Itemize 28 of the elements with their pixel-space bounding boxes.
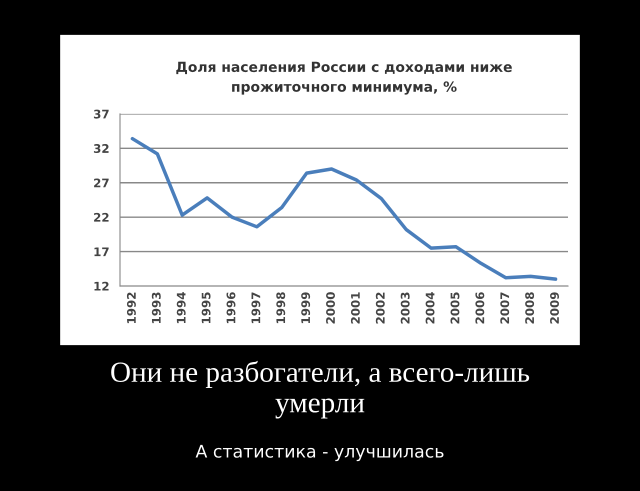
- x-tick-label: 1992: [126, 292, 136, 324]
- x-tick-label: 2007: [500, 292, 510, 324]
- x-tick-label: 1997: [251, 292, 260, 324]
- x-tick-label: 2006: [475, 292, 484, 324]
- x-tick-label: 2003: [400, 292, 410, 324]
- y-tick-label: 27: [94, 178, 109, 188]
- x-tick-label: 1998: [276, 292, 286, 324]
- x-tick-label: 1999: [301, 292, 310, 324]
- x-tick-label: 2005: [450, 292, 460, 324]
- text: Они не разбогатели, а всего-лишь умерли: [111, 360, 530, 419]
- x-tick-label: 2002: [376, 292, 385, 324]
- y-tick-label: 37: [94, 110, 109, 119]
- x-tick-label: 2009: [550, 292, 559, 324]
- x-tick-label: 2001: [350, 292, 360, 324]
- y-tick-label: 17: [94, 247, 109, 256]
- chart-title: Доля населения России с доходами ниже прожиточного минимума, %: [176, 62, 512, 95]
- y-tick-label: 12: [94, 282, 109, 290]
- text: А статистика - улучшилась: [196, 444, 444, 462]
- x-tick-label: 2008: [525, 292, 534, 324]
- x-tick-label: 2004: [426, 292, 435, 324]
- x-tick-label: 1994: [176, 292, 186, 324]
- y-tick-label: 22: [94, 212, 109, 222]
- y-tick-label: 32: [94, 144, 109, 153]
- x-tick-label: 1995: [202, 292, 211, 324]
- line-series: [130, 136, 558, 281]
- x-tick-label: 2000: [326, 292, 335, 324]
- x-tick-label: 1993: [152, 292, 161, 324]
- x-tick-label: 1996: [226, 292, 236, 324]
